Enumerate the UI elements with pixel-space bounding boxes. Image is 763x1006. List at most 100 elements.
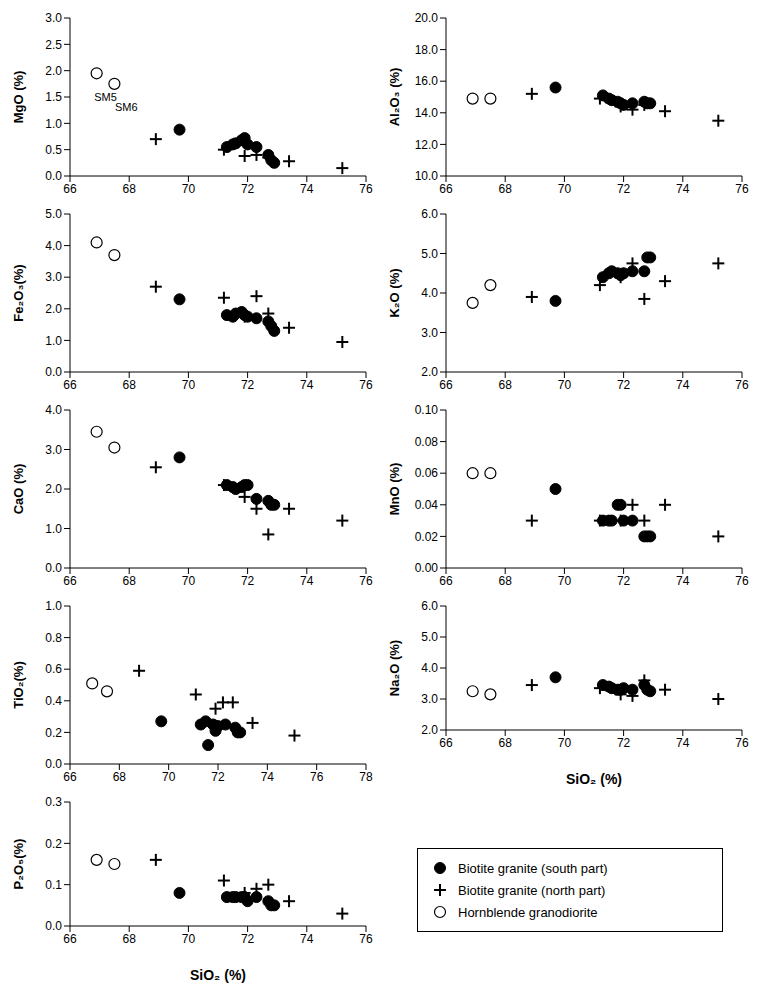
svg-text:12.0: 12.0: [415, 138, 439, 152]
svg-text:2.0: 2.0: [45, 64, 62, 78]
svg-text:Na₂O (%): Na₂O (%): [387, 640, 402, 696]
svg-text:1.0: 1.0: [45, 334, 62, 348]
svg-text:0.0: 0.0: [45, 757, 62, 771]
svg-text:76: 76: [735, 378, 749, 392]
svg-text:74: 74: [300, 378, 314, 392]
svg-text:SM5: SM5: [94, 91, 117, 103]
svg-text:74: 74: [676, 182, 690, 196]
svg-text:66: 66: [439, 736, 453, 750]
svg-text:66: 66: [63, 932, 77, 946]
svg-text:0.0: 0.0: [45, 365, 62, 379]
svg-text:P₂O₅(%): P₂O₅(%): [11, 839, 26, 890]
svg-text:3.0: 3.0: [45, 443, 62, 457]
svg-text:66: 66: [63, 378, 77, 392]
svg-text:68: 68: [499, 736, 513, 750]
svg-text:K₂O (%): K₂O (%): [387, 268, 402, 317]
svg-text:72: 72: [241, 378, 255, 392]
svg-text:1.0: 1.0: [45, 522, 62, 536]
svg-text:76: 76: [735, 736, 749, 750]
svg-text:3.0: 3.0: [45, 270, 62, 284]
svg-text:76: 76: [359, 182, 373, 196]
svg-text:76: 76: [359, 378, 373, 392]
svg-text:70: 70: [182, 574, 196, 588]
svg-text:CaO (%): CaO (%): [11, 464, 26, 515]
svg-text:72: 72: [617, 574, 631, 588]
svg-text:2.0: 2.0: [45, 482, 62, 496]
svg-text:0.0: 0.0: [45, 919, 62, 933]
svg-text:72: 72: [211, 770, 225, 784]
svg-text:0.3: 0.3: [45, 795, 62, 809]
svg-text:76: 76: [735, 574, 749, 588]
svg-text:0.00: 0.00: [415, 561, 439, 575]
svg-text:70: 70: [182, 932, 196, 946]
svg-text:66: 66: [439, 574, 453, 588]
svg-text:4.0: 4.0: [45, 403, 62, 417]
svg-text:76: 76: [359, 932, 373, 946]
svg-text:68: 68: [499, 574, 513, 588]
svg-text:0.2: 0.2: [45, 837, 62, 851]
svg-text:0.0: 0.0: [45, 169, 62, 183]
svg-text:66: 66: [439, 378, 453, 392]
svg-text:66: 66: [439, 182, 453, 196]
svg-text:16.0: 16.0: [415, 74, 439, 88]
svg-text:Fe₂O₃(%): Fe₂O₃(%): [11, 264, 26, 321]
svg-text:SM6: SM6: [115, 101, 138, 113]
svg-text:76: 76: [735, 182, 749, 196]
svg-text:76: 76: [359, 574, 373, 588]
svg-text:66: 66: [63, 770, 77, 784]
svg-text:68: 68: [113, 770, 127, 784]
svg-text:20.0: 20.0: [415, 11, 439, 25]
svg-text:68: 68: [123, 378, 137, 392]
svg-text:3.0: 3.0: [45, 11, 62, 25]
svg-text:74: 74: [300, 932, 314, 946]
svg-text:72: 72: [241, 574, 255, 588]
svg-text:68: 68: [123, 574, 137, 588]
svg-text:2.0: 2.0: [45, 302, 62, 316]
svg-text:4.0: 4.0: [45, 239, 62, 253]
svg-text:70: 70: [182, 182, 196, 196]
svg-text:14.0: 14.0: [415, 106, 439, 120]
svg-text:70: 70: [558, 574, 572, 588]
svg-text:70: 70: [182, 378, 196, 392]
svg-text:66: 66: [63, 182, 77, 196]
svg-text:1.5: 1.5: [45, 90, 62, 104]
svg-text:10.0: 10.0: [415, 169, 439, 183]
svg-text:0.6: 0.6: [45, 662, 62, 676]
svg-text:0.04: 0.04: [415, 498, 439, 512]
svg-text:66: 66: [63, 574, 77, 588]
svg-text:SiO₂ (%): SiO₂ (%): [190, 967, 246, 983]
svg-text:0.2: 0.2: [45, 726, 62, 740]
svg-text:6.0: 6.0: [421, 599, 438, 613]
svg-text:TiO₂(%): TiO₂(%): [11, 661, 26, 708]
svg-text:2.5: 2.5: [45, 38, 62, 52]
svg-text:2.0: 2.0: [421, 723, 438, 737]
svg-text:0.08: 0.08: [415, 435, 439, 449]
svg-text:72: 72: [617, 182, 631, 196]
svg-text:68: 68: [499, 182, 513, 196]
svg-text:2.0: 2.0: [421, 365, 438, 379]
svg-text:5.0: 5.0: [45, 207, 62, 221]
svg-text:72: 72: [241, 932, 255, 946]
svg-text:0.02: 0.02: [415, 530, 439, 544]
svg-text:MnO (%): MnO (%): [387, 463, 402, 516]
svg-text:6.0: 6.0: [421, 207, 438, 221]
svg-text:68: 68: [499, 378, 513, 392]
svg-text:0.5: 0.5: [45, 143, 62, 157]
svg-text:1.0: 1.0: [45, 599, 62, 613]
svg-text:74: 74: [676, 736, 690, 750]
svg-text:74: 74: [676, 574, 690, 588]
svg-text:68: 68: [123, 932, 137, 946]
svg-text:0.8: 0.8: [45, 631, 62, 645]
svg-text:4.0: 4.0: [421, 286, 438, 300]
svg-text:74: 74: [300, 182, 314, 196]
svg-text:MgO (%): MgO (%): [11, 71, 26, 124]
svg-text:74: 74: [300, 574, 314, 588]
svg-text:68: 68: [123, 182, 137, 196]
svg-text:Al₂O₃ (%): Al₂O₃ (%): [387, 68, 402, 127]
svg-text:0.4: 0.4: [45, 694, 62, 708]
svg-text:SiO₂ (%): SiO₂ (%): [566, 771, 622, 787]
svg-text:5.0: 5.0: [421, 630, 438, 644]
svg-text:1.0: 1.0: [45, 117, 62, 131]
svg-text:70: 70: [558, 736, 572, 750]
svg-text:5.0: 5.0: [421, 247, 438, 261]
